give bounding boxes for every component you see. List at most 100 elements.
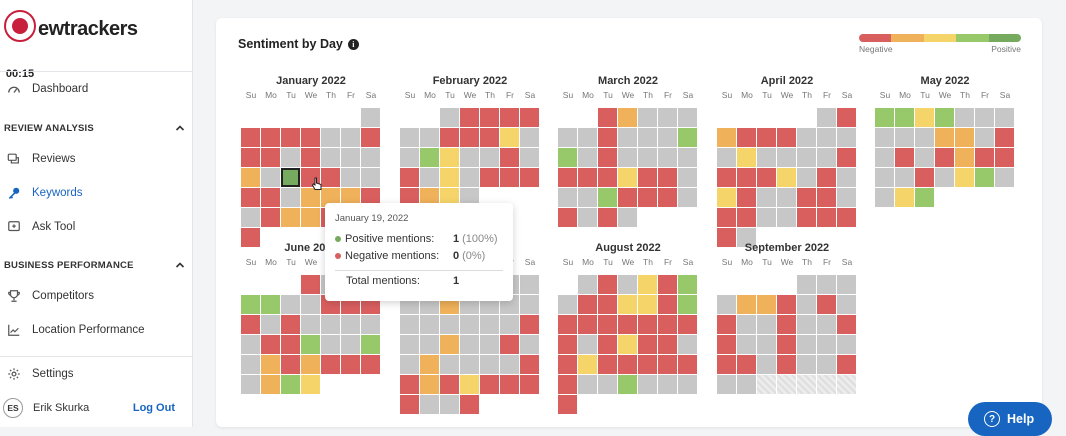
day-cell[interactable]: [420, 148, 439, 167]
day-cell[interactable]: [678, 108, 697, 127]
day-cell[interactable]: [757, 128, 776, 147]
day-cell[interactable]: [500, 168, 519, 187]
day-cell[interactable]: [975, 168, 994, 187]
day-cell[interactable]: [618, 275, 637, 294]
day-cell[interactable]: [361, 168, 380, 187]
day-cell[interactable]: [817, 148, 836, 167]
day-cell[interactable]: [817, 188, 836, 207]
sidebar-item-reviews[interactable]: Reviews: [0, 145, 192, 173]
day-cell[interactable]: [520, 108, 539, 127]
sidebar-item-dashboard[interactable]: Dashboard: [0, 75, 192, 103]
day-cell[interactable]: [678, 168, 697, 187]
day-cell[interactable]: [777, 188, 796, 207]
day-cell[interactable]: [480, 168, 499, 187]
day-cell[interactable]: [440, 335, 459, 354]
day-cell[interactable]: [281, 355, 300, 374]
day-cell[interactable]: [301, 128, 320, 147]
day-cell[interactable]: [341, 315, 360, 334]
day-cell[interactable]: [598, 168, 617, 187]
day-cell[interactable]: [520, 355, 539, 374]
day-cell[interactable]: [440, 375, 459, 394]
day-cell[interactable]: [281, 295, 300, 314]
day-cell[interactable]: [935, 148, 954, 167]
day-cell[interactable]: [737, 355, 756, 374]
day-cell[interactable]: [460, 375, 479, 394]
logo[interactable]: ewtrackers: [4, 6, 190, 46]
day-cell[interactable]: [678, 188, 697, 207]
day-cell[interactable]: [400, 188, 419, 207]
day-cell[interactable]: [777, 355, 796, 374]
day-cell[interactable]: [321, 355, 340, 374]
day-cell[interactable]: [797, 148, 816, 167]
day-cell[interactable]: [261, 168, 280, 187]
day-cell[interactable]: [895, 108, 914, 127]
day-cell[interactable]: [678, 128, 697, 147]
day-cell[interactable]: [440, 315, 459, 334]
day-cell[interactable]: [757, 188, 776, 207]
day-cell[interactable]: [500, 148, 519, 167]
day-cell[interactable]: [281, 208, 300, 227]
day-cell[interactable]: [817, 108, 836, 127]
day-cell[interactable]: [915, 188, 934, 207]
day-cell[interactable]: [875, 188, 894, 207]
day-cell[interactable]: [261, 188, 280, 207]
day-cell[interactable]: [420, 315, 439, 334]
sidebar-item-keywords[interactable]: Keywords: [0, 179, 192, 207]
day-cell[interactable]: [578, 295, 597, 314]
day-cell[interactable]: [598, 128, 617, 147]
day-cell[interactable]: [261, 148, 280, 167]
day-cell[interactable]: [500, 108, 519, 127]
day-cell[interactable]: [281, 335, 300, 354]
day-cell[interactable]: [658, 295, 677, 314]
day-cell[interactable]: [440, 395, 459, 414]
day-cell[interactable]: [400, 128, 419, 147]
day-cell[interactable]: [321, 128, 340, 147]
day-cell[interactable]: [737, 335, 756, 354]
day-cell[interactable]: [420, 375, 439, 394]
day-cell[interactable]: [618, 188, 637, 207]
day-cell[interactable]: [757, 208, 776, 227]
day-cell[interactable]: [460, 315, 479, 334]
day-cell[interactable]: [895, 148, 914, 167]
day-cell[interactable]: [500, 375, 519, 394]
day-cell[interactable]: [341, 335, 360, 354]
day-cell[interactable]: [400, 375, 419, 394]
logout-link[interactable]: Log Out: [132, 402, 175, 414]
day-cell[interactable]: [558, 395, 577, 414]
day-cell[interactable]: [737, 148, 756, 167]
day-cell[interactable]: [241, 315, 260, 334]
day-cell[interactable]: [241, 128, 260, 147]
day-cell[interactable]: [737, 295, 756, 314]
day-cell[interactable]: [241, 208, 260, 227]
day-cell[interactable]: [817, 208, 836, 227]
day-cell[interactable]: [777, 295, 796, 314]
day-cell[interactable]: [301, 295, 320, 314]
day-cell[interactable]: [618, 355, 637, 374]
day-cell[interactable]: [797, 355, 816, 374]
day-cell[interactable]: [797, 128, 816, 147]
day-cell[interactable]: [678, 148, 697, 167]
day-cell[interactable]: [281, 188, 300, 207]
day-cell[interactable]: [520, 375, 539, 394]
day-cell[interactable]: [797, 208, 816, 227]
day-cell[interactable]: [737, 315, 756, 334]
day-cell[interactable]: [520, 275, 539, 294]
day-cell[interactable]: [837, 128, 856, 147]
day-cell[interactable]: [955, 108, 974, 127]
day-cell[interactable]: [341, 355, 360, 374]
day-cell[interactable]: [241, 228, 260, 247]
day-cell[interactable]: [598, 375, 617, 394]
day-cell[interactable]: [737, 168, 756, 187]
info-icon[interactable]: i: [347, 38, 359, 50]
day-cell[interactable]: [817, 275, 836, 294]
help-button[interactable]: ? Help: [968, 402, 1052, 436]
day-cell[interactable]: [658, 275, 677, 294]
day-cell[interactable]: [717, 128, 736, 147]
day-cell[interactable]: [558, 208, 577, 227]
day-cell[interactable]: [757, 335, 776, 354]
day-cell[interactable]: [420, 168, 439, 187]
day-cell[interactable]: [777, 208, 796, 227]
day-cell[interactable]: [915, 108, 934, 127]
day-cell[interactable]: [618, 148, 637, 167]
day-cell[interactable]: [777, 335, 796, 354]
